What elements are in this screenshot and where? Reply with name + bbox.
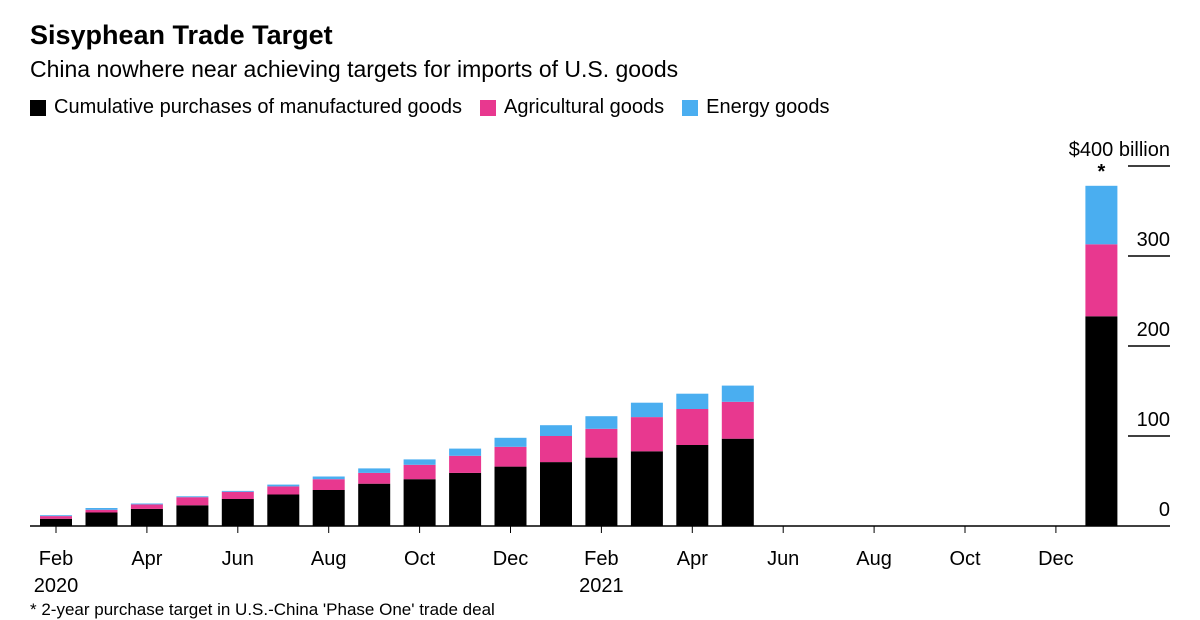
bar-segment-agricultural	[85, 509, 118, 513]
x-year-label: 2020	[34, 575, 79, 597]
y-tick-label: $400 billion	[1069, 139, 1170, 161]
bar-segment-agricultural	[312, 479, 345, 490]
bar-segment-agricultural	[721, 401, 754, 439]
x-tick-label: Feb	[584, 548, 618, 570]
legend-item-energy: Energy goods	[682, 96, 830, 119]
bar-segment-energy	[1085, 185, 1118, 245]
bar-segment-agricultural	[40, 516, 72, 519]
bar-segment-manufactured	[585, 457, 618, 526]
bar-segment-agricultural	[221, 491, 254, 499]
chart-legend: Cumulative purchases of manufactured goo…	[30, 96, 848, 119]
bar-segment-energy	[130, 503, 163, 505]
bar-segment-energy	[403, 459, 436, 465]
bar-segment-energy	[176, 496, 209, 498]
bar-segment-manufactured	[85, 512, 118, 526]
bar-segment-energy	[630, 402, 663, 418]
bar-segment-energy	[585, 416, 618, 429]
bar-segment-agricultural	[358, 472, 391, 484]
y-tick-label: 300	[1137, 229, 1170, 251]
chart-footnote: * 2-year purchase target in U.S.-China '…	[30, 600, 495, 619]
x-tick-label: Aug	[856, 548, 892, 570]
x-tick-label: Dec	[493, 548, 529, 570]
bar-segment-manufactured	[1085, 316, 1118, 526]
bar-segment-energy	[358, 468, 391, 473]
legend-swatch-energy	[682, 99, 699, 116]
bar-segment-agricultural	[494, 446, 527, 467]
bar-segment-agricultural	[585, 428, 618, 458]
x-tick-label: Feb	[39, 548, 73, 570]
bar-segment-energy	[221, 490, 254, 492]
x-tick-label: Dec	[1038, 548, 1074, 570]
bar-segment-agricultural	[403, 464, 436, 480]
x-tick-label: Jun	[767, 548, 799, 570]
chart-title: Sisyphean Trade Target	[30, 20, 333, 50]
x-tick-label: Apr	[677, 548, 708, 570]
bar-segment-manufactured	[40, 518, 72, 526]
x-tick-label: Aug	[311, 548, 347, 570]
legend-item-manufactured: Cumulative purchases of manufactured goo…	[30, 96, 462, 119]
bar-segment-manufactured	[358, 483, 391, 526]
legend-label-manufactured: Cumulative purchases of manufactured goo…	[54, 96, 463, 118]
bar-segment-agricultural	[630, 417, 663, 452]
bar-segment-manufactured	[221, 499, 254, 526]
bar-segment-manufactured	[676, 445, 709, 526]
y-tick-label: 200	[1137, 319, 1170, 341]
chart-subtitle: China nowhere near achieving targets for…	[30, 56, 679, 82]
bar-segment-agricultural	[676, 409, 709, 445]
bar-segment-agricultural	[267, 486, 300, 495]
legend-swatch-manufactured	[30, 99, 46, 116]
x-tick-label: Oct	[949, 548, 981, 570]
bar-segment-energy	[267, 484, 300, 487]
bar-segment-manufactured	[630, 451, 663, 526]
bar-segment-manufactured	[312, 490, 345, 526]
x-tick-label: Apr	[131, 548, 162, 570]
bar-segment-energy	[494, 437, 527, 447]
legend-label-agricultural: Agricultural goods	[504, 96, 665, 118]
bar-segment-energy	[676, 393, 709, 409]
bar-segment-manufactured	[267, 494, 300, 526]
legend-label-energy: Energy goods	[706, 96, 830, 118]
target-annotation: *	[1098, 161, 1106, 183]
bar-segment-energy	[85, 508, 118, 510]
bar-segment-energy	[40, 515, 72, 517]
bar-segment-energy	[540, 425, 572, 436]
bar-segment-manufactured	[494, 466, 527, 526]
bar-segment-manufactured	[130, 508, 163, 526]
bar-segment-agricultural	[1085, 244, 1118, 317]
bar-segment-manufactured	[721, 438, 754, 526]
bar-segment-agricultural	[540, 436, 572, 463]
bar-segment-manufactured	[176, 505, 209, 526]
bar-segment-manufactured	[449, 472, 482, 526]
bar-segment-energy	[721, 385, 754, 402]
x-tick-label: Oct	[404, 548, 436, 570]
bar-segment-agricultural	[176, 497, 209, 506]
legend-swatch-agricultural	[480, 99, 497, 116]
bar-segment-energy	[449, 448, 482, 456]
bar-segment-energy	[312, 476, 345, 480]
bar-segment-agricultural	[449, 455, 482, 473]
legend-item-agricultural: Agricultural goods	[480, 96, 664, 119]
bar-segment-agricultural	[130, 504, 163, 509]
x-year-label: 2021	[579, 575, 624, 597]
x-tick-label: Jun	[222, 548, 254, 570]
bar-segment-manufactured	[403, 479, 436, 526]
y-tick-label: 100	[1137, 409, 1170, 431]
y-tick-label: 0	[1159, 499, 1170, 521]
bar-segment-manufactured	[540, 462, 572, 526]
